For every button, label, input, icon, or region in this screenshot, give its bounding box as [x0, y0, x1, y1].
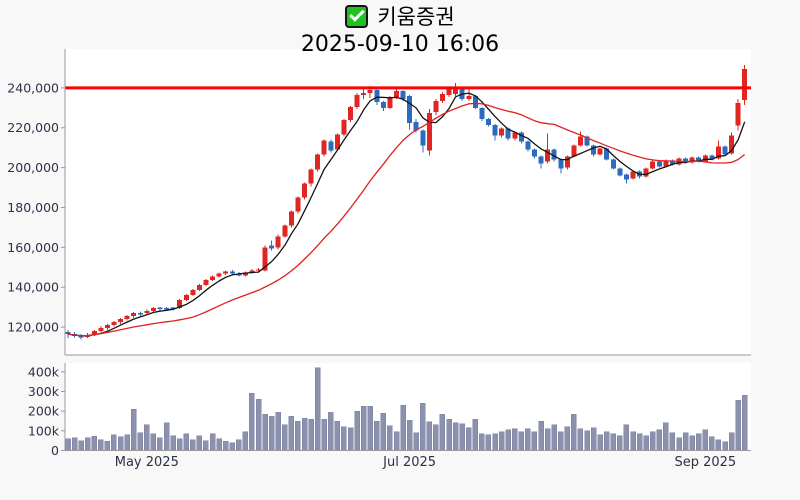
volume-series [65, 367, 748, 451]
svg-text:200k: 200k [28, 404, 60, 419]
svg-text:120,000: 120,000 [7, 320, 59, 335]
svg-text:300k: 300k [28, 384, 60, 399]
svg-text:160,000: 160,000 [7, 240, 59, 255]
svg-text:200,000: 200,000 [7, 160, 59, 175]
chart-title-row: 키움증권 [0, 3, 800, 29]
svg-text:May 2025: May 2025 [115, 455, 179, 470]
ma-fast-line [67, 92, 746, 337]
svg-text:240,000: 240,000 [7, 80, 59, 95]
chart-header: 키움증권 2025-09-10 16:06 [0, 3, 800, 57]
svg-text:400k: 400k [28, 364, 60, 379]
stock-name-title: 키움증권 [377, 5, 455, 29]
svg-text:180,000: 180,000 [7, 200, 59, 215]
svg-text:Sep 2025: Sep 2025 [674, 455, 736, 470]
axis-lines [64, 49, 751, 451]
svg-text:140,000: 140,000 [7, 280, 59, 295]
svg-text:0: 0 [51, 443, 59, 458]
svg-text:Jul 2025: Jul 2025 [382, 455, 436, 470]
datetime-subtitle: 2025-09-10 16:06 [300, 32, 500, 57]
green-checked-checkbox-icon [345, 4, 369, 28]
volume-axis-labels: 400k 300k 200k 100k 0 [28, 364, 65, 458]
checkmark-glyph [349, 6, 365, 22]
svg-text:100k: 100k [28, 423, 60, 438]
svg-text:220,000: 220,000 [7, 120, 59, 135]
price-axis-labels: 240,000 220,000 200,000 180,000 160,000 140,0… [7, 80, 65, 335]
x-axis-labels: May 2025 Jul 2025 Sep 2025 [115, 455, 736, 470]
ma-slow-line [67, 102, 746, 337]
